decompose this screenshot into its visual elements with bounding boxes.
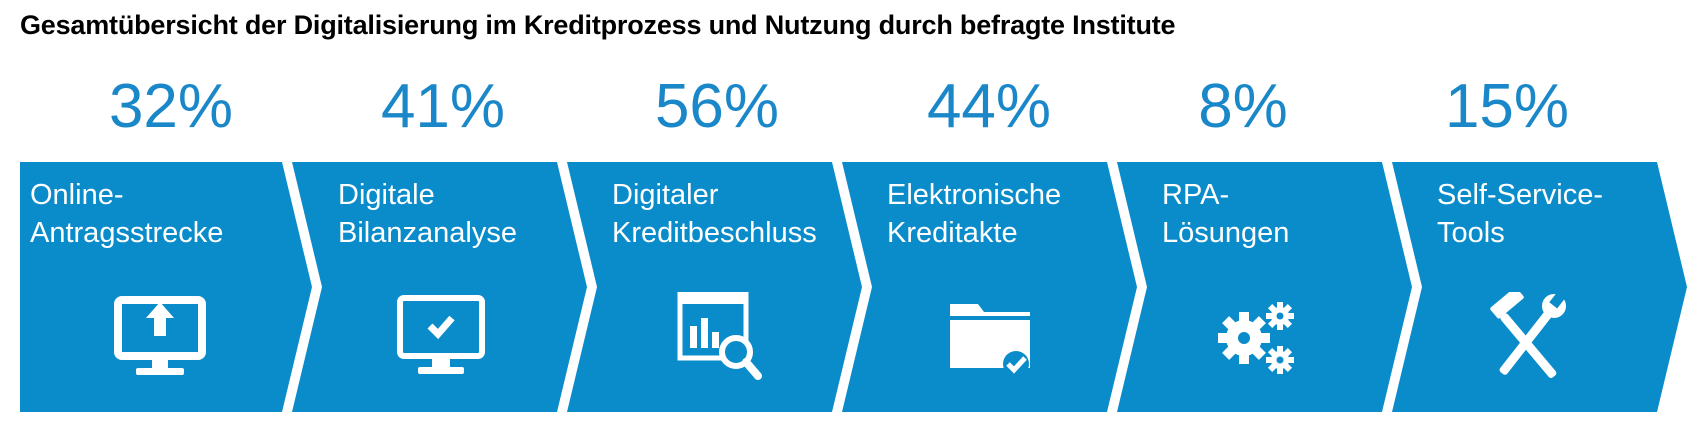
chevron-digitaler-kreditbeschluss	[567, 162, 862, 412]
percent-rpa-loesungen: 8%	[1198, 72, 1288, 141]
label-self-service-tools: Self-Service- Tools	[1437, 179, 1603, 249]
percent-digitale-bilanz: 41%	[380, 72, 506, 141]
percent-self-service-tools: 15%	[1444, 72, 1570, 141]
label-digitale-bilanz: Digitale Bilanzanalyse	[338, 179, 517, 249]
chevron-rpa-loesungen	[1117, 162, 1412, 412]
chevron-digitale-bilanz	[292, 162, 587, 412]
monitor-upload-icon	[114, 296, 206, 375]
folder-check-icon	[950, 304, 1030, 377]
label-digitaler-kreditbeschluss: Digitaler Kreditbeschluss	[612, 179, 817, 249]
label-rpa-loesungen: RPA- Lösungen	[1162, 179, 1290, 249]
gears-icon	[1218, 302, 1294, 374]
percent-online-antrag: 32%	[108, 72, 234, 141]
diagram-title: Gesamtübersicht der Digitalisierung im K…	[20, 10, 1176, 40]
chevron-online-antrag	[20, 162, 312, 412]
hammer-wrench-icon	[1490, 292, 1566, 378]
percent-digitaler-kreditbeschluss: 56%	[654, 72, 780, 141]
chevron-elektronische-kreditakte	[842, 162, 1137, 412]
monitor-check-icon	[397, 295, 485, 374]
label-elektronische-kreditakte: Elektronische Kreditakte	[887, 179, 1062, 249]
chevron-self-service-tools	[1392, 162, 1687, 412]
percent-elektronische-kreditakte: 44%	[926, 72, 1052, 141]
label-online-antrag: Online- Antragsstrecke	[30, 179, 224, 249]
chart-search-icon	[677, 292, 762, 380]
